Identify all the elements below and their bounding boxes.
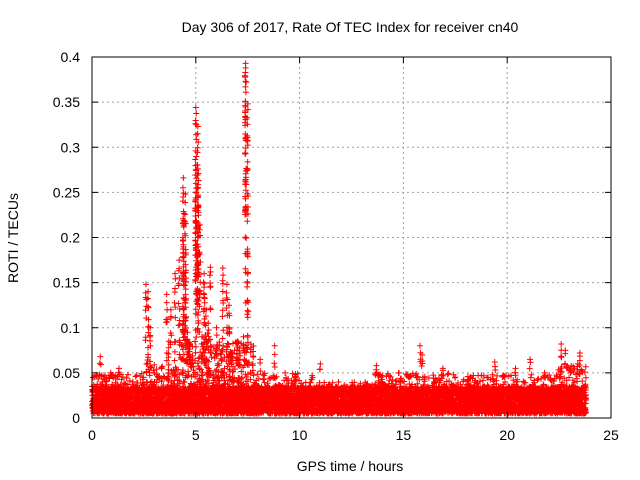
data-points: [89, 60, 590, 417]
chart-title: Day 306 of 2017, Rate Of TEC Index for r…: [182, 19, 519, 35]
grid-lines: [92, 57, 611, 418]
